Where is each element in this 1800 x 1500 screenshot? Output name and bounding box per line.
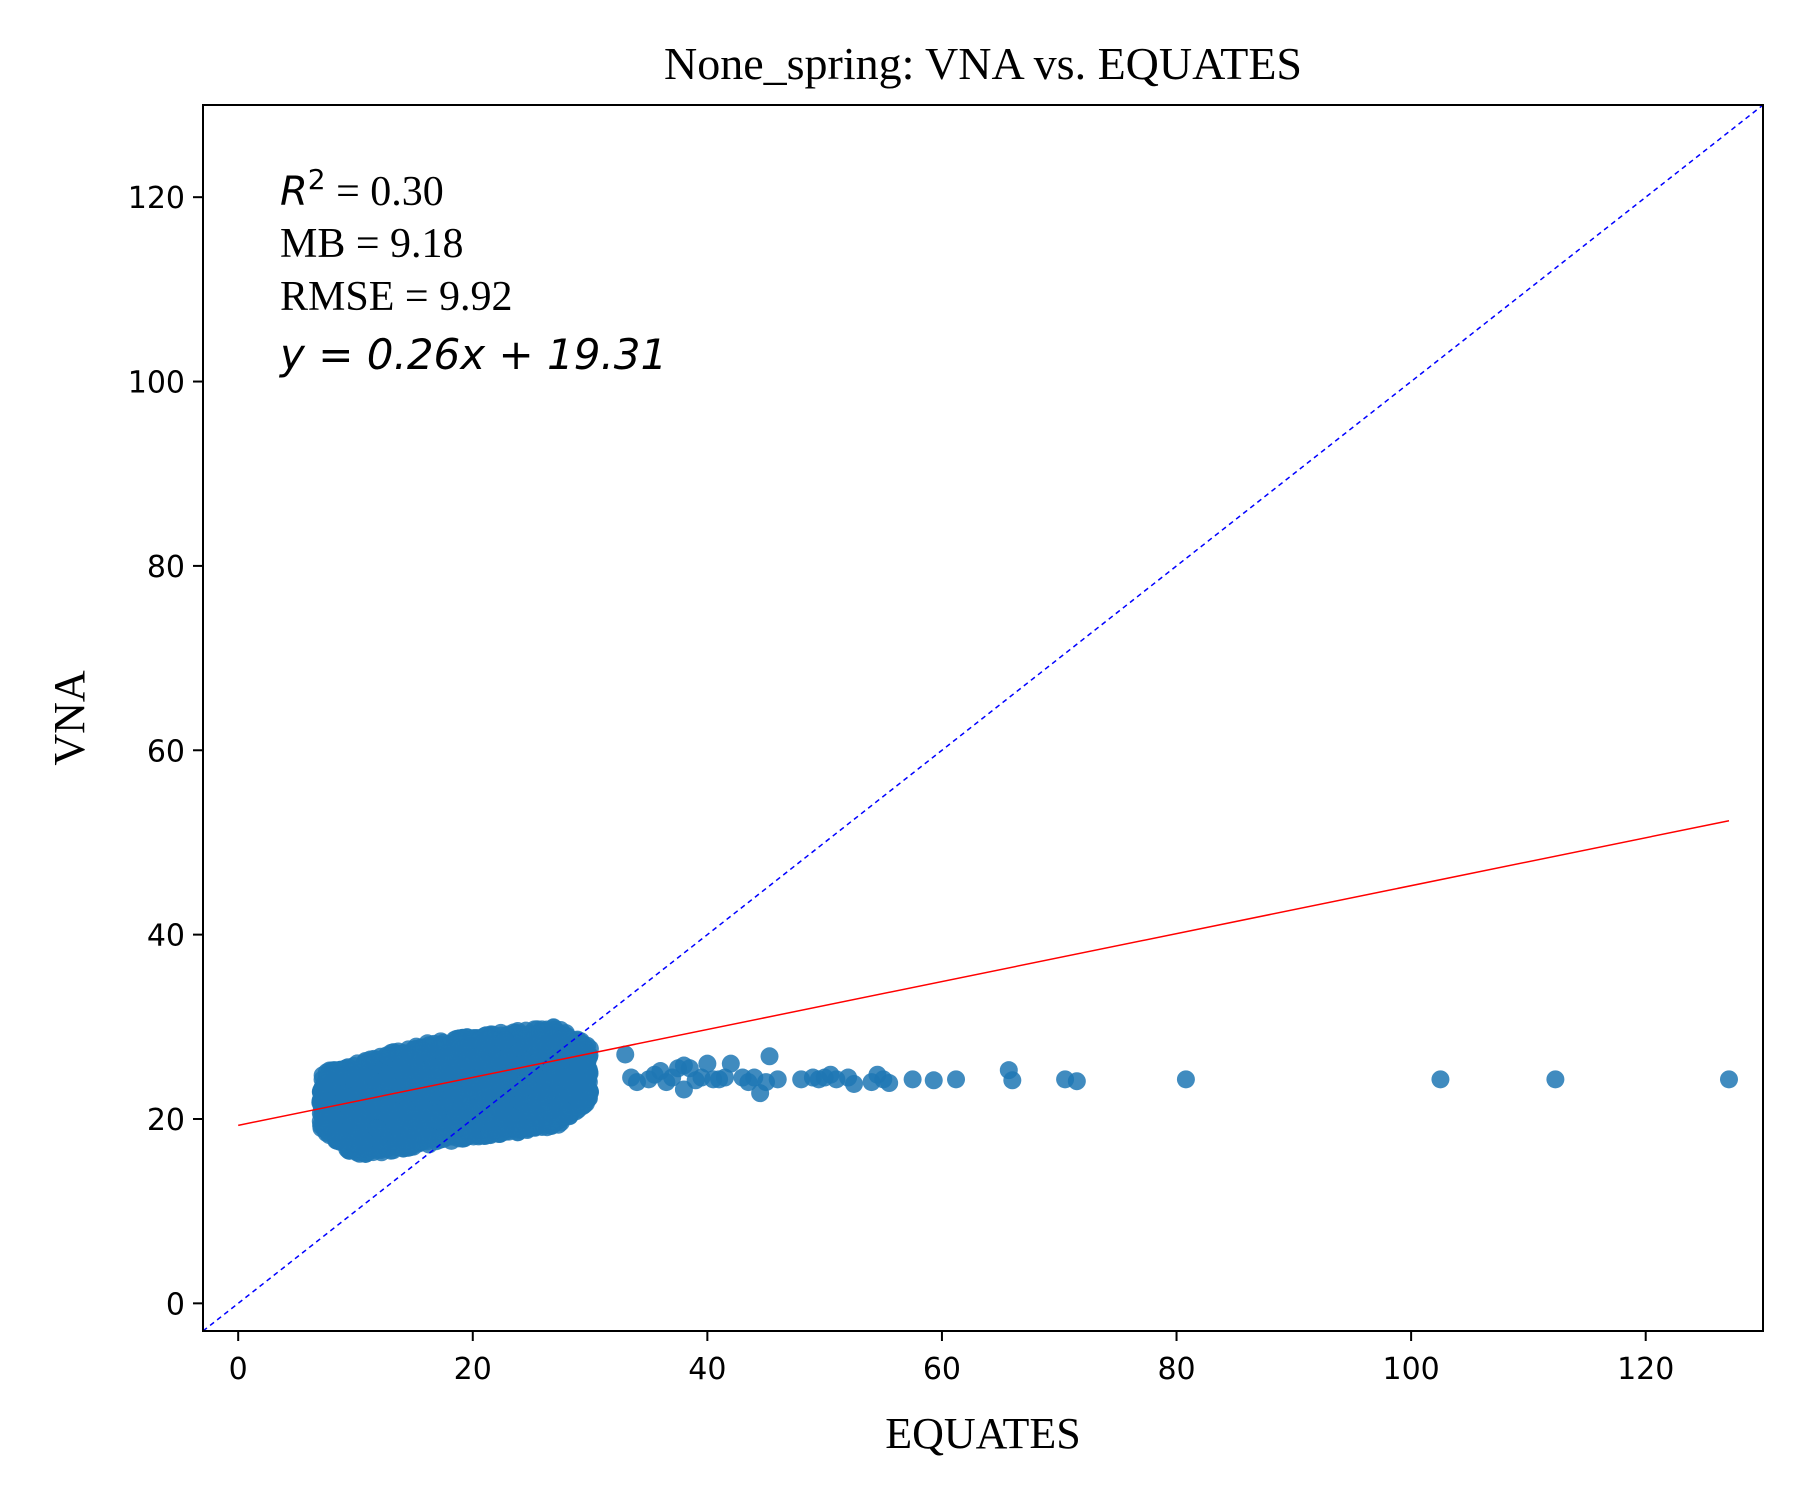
- cluster-point: [543, 1028, 562, 1047]
- x-axis: 0 20 40 60 80 100 120: [229, 1331, 1674, 1387]
- data-point: [947, 1070, 966, 1089]
- cluster-point: [494, 1109, 513, 1128]
- cluster-point: [447, 1085, 466, 1104]
- r2-stat: R2 = 0.30: [280, 163, 444, 215]
- y-axis-label: VNA: [45, 670, 94, 766]
- y-tick-label: 120: [128, 181, 185, 216]
- r2-value: = 0.30: [326, 169, 444, 215]
- cluster-point: [435, 1048, 454, 1067]
- data-point: [721, 1054, 740, 1073]
- cluster-point: [524, 1036, 543, 1055]
- cluster-point: [474, 1074, 493, 1093]
- one-to-one-line: [203, 105, 1763, 1331]
- data-point: [1719, 1070, 1738, 1089]
- r2-symbol: R: [280, 169, 308, 215]
- y-tick-label: 40: [147, 919, 185, 954]
- cluster-point: [397, 1055, 416, 1074]
- data-point: [924, 1071, 943, 1090]
- x-tick-label: 40: [688, 1352, 726, 1387]
- y-tick-label: 60: [147, 734, 185, 769]
- cluster-point: [381, 1141, 400, 1160]
- cluster-point: [343, 1069, 362, 1088]
- cluster-point: [554, 1107, 573, 1126]
- cluster-point: [451, 1109, 470, 1128]
- cluster-point: [424, 1129, 443, 1148]
- y-tick-label: 0: [166, 1287, 185, 1322]
- x-tick-label: 0: [229, 1352, 248, 1387]
- cluster-point: [316, 1102, 335, 1121]
- data-point: [903, 1070, 922, 1089]
- x-tick-label: 80: [1157, 1352, 1195, 1387]
- cluster-point: [329, 1061, 348, 1080]
- cluster-point: [553, 1048, 572, 1067]
- cluster-point: [500, 1071, 519, 1090]
- points-layer: [311, 1018, 1738, 1163]
- y-tick-label: 80: [147, 550, 185, 585]
- cluster-point: [432, 1063, 451, 1082]
- cluster-point: [511, 1025, 530, 1044]
- data-point: [1431, 1070, 1450, 1089]
- cluster-point: [578, 1054, 597, 1073]
- regression-equation: y = 0.26x + 19.31: [278, 330, 667, 379]
- data-point: [1546, 1070, 1565, 1089]
- regression-line: [238, 819, 1730, 1127]
- x-tick-label: 120: [1617, 1352, 1674, 1387]
- data-point: [760, 1047, 779, 1066]
- y-axis: 0 20 40 60 80 100 120: [128, 181, 203, 1322]
- cluster-point: [327, 1129, 346, 1148]
- cluster-point: [532, 1117, 551, 1136]
- cluster-point: [519, 1119, 538, 1138]
- x-tick-label: 20: [454, 1352, 492, 1387]
- x-tick-label: 60: [923, 1352, 961, 1387]
- cluster-point: [515, 1078, 534, 1097]
- data-point: [1067, 1072, 1086, 1091]
- data-point: [880, 1074, 899, 1093]
- cluster-point: [496, 1031, 515, 1050]
- data-point: [698, 1054, 717, 1073]
- data-point: [1176, 1070, 1195, 1089]
- x-axis-label: EQUATES: [885, 1409, 1081, 1458]
- data-point: [768, 1070, 787, 1089]
- plot-frame: [202, 104, 1764, 1332]
- cluster-point: [462, 1121, 481, 1140]
- x-tick-label: 100: [1382, 1352, 1439, 1387]
- cluster-point: [483, 1057, 502, 1076]
- cluster-point: [319, 1116, 338, 1135]
- stats-annotation: R2 = 0.30 MB = 9.18 RMSE = 9.92 y = 0.26…: [278, 163, 667, 379]
- cluster-point: [385, 1116, 404, 1135]
- cluster-point: [425, 1110, 444, 1129]
- y-tick-label: 20: [147, 1103, 185, 1138]
- data-point: [1003, 1071, 1022, 1090]
- lines-layer: [203, 105, 1763, 1331]
- cluster-point: [399, 1114, 418, 1133]
- rmse-stat: RMSE = 9.92: [280, 274, 513, 320]
- cluster-point: [490, 1125, 509, 1144]
- plot-area: [203, 105, 1763, 1331]
- cluster-point: [562, 1074, 581, 1093]
- data-point: [616, 1045, 635, 1064]
- chart-title: None_spring: VNA vs. EQUATES: [664, 38, 1302, 89]
- cluster-point: [412, 1042, 431, 1061]
- cluster-point: [535, 1086, 554, 1105]
- y-tick-label: 100: [128, 366, 185, 401]
- cluster-point: [380, 1076, 399, 1095]
- mb-stat: MB = 9.18: [280, 221, 464, 267]
- cluster-point: [454, 1039, 473, 1058]
- cluster-point: [476, 1035, 495, 1054]
- cluster-point: [532, 1052, 551, 1071]
- cluster-point: [411, 1089, 430, 1108]
- cluster-point: [313, 1066, 332, 1085]
- r2-superscript: 2: [308, 163, 326, 196]
- cluster-point: [368, 1119, 387, 1138]
- data-point: [844, 1074, 863, 1093]
- data-point: [715, 1068, 734, 1087]
- cluster-point: [350, 1104, 369, 1123]
